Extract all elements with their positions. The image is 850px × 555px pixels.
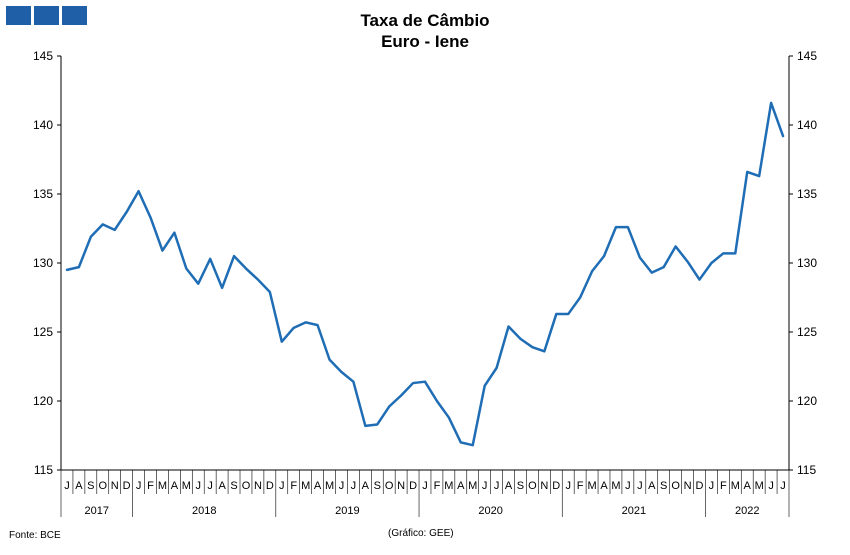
x-tick-label-month: F: [577, 480, 584, 492]
x-tick-label-month: J: [422, 480, 428, 492]
x-tick-label-month: D: [409, 480, 417, 492]
y-tick-label-left: 135: [33, 187, 53, 201]
y-tick-label-right: 145: [797, 49, 817, 63]
x-axis-years: 2017 2018 2019 2020 2021 2022: [60, 494, 790, 517]
y-tick-label-right: 125: [797, 325, 817, 339]
x-tick-label-month: S: [374, 480, 381, 492]
logo-square: [6, 6, 31, 25]
x-tick-label-year: 2019: [335, 505, 359, 517]
series-layer: [65, 101, 785, 447]
x-tick-label-month: J: [279, 480, 285, 492]
x-tick-label-month: S: [660, 480, 667, 492]
chart-title-line1: Taxa de Câmbio: [360, 11, 490, 30]
x-tick-label-month: F: [434, 480, 441, 492]
x-tick-label-month: A: [218, 480, 226, 492]
x-tick-label-month: N: [540, 480, 548, 492]
x-tick-label-month: A: [362, 480, 370, 492]
x-tick-label-year: 2021: [622, 505, 646, 517]
x-tick-label-month: S: [230, 480, 237, 492]
chart-title-line2: Euro - Iene: [381, 32, 469, 51]
x-tick-label-month: O: [242, 480, 251, 492]
x-tick-label-month: J: [780, 480, 786, 492]
x-tick-label-month: A: [314, 480, 322, 492]
x-tick-label-month: M: [468, 480, 477, 492]
x-tick-label-month: J: [339, 480, 345, 492]
x-tick-label-month: A: [744, 480, 752, 492]
x-tick-label-month: J: [351, 480, 357, 492]
x-tick-label-month: J: [768, 480, 774, 492]
y-tick-label-right: 140: [797, 118, 817, 132]
x-tick-label-year: 2022: [735, 505, 759, 517]
x-tick-label-year: 2017: [85, 505, 109, 517]
x-tick-label-month: J: [565, 480, 571, 492]
y-tick-label-right: 135: [797, 187, 817, 201]
y-tick-label-left: 140: [33, 118, 53, 132]
x-tick-label-month: J: [136, 480, 142, 492]
x-tick-label-month: O: [671, 480, 680, 492]
x-tick-label-month: D: [123, 480, 131, 492]
x-tick-label-month: A: [600, 480, 608, 492]
x-tick-label-month: D: [266, 480, 274, 492]
logo-square: [34, 6, 59, 25]
x-tick-label-month: O: [98, 480, 107, 492]
y-tick-label-right: 120: [797, 394, 817, 408]
y-tick-label-left: 120: [33, 394, 53, 408]
x-tick-label-month: N: [397, 480, 405, 492]
right-y-axis: 115 120 125 130 135 140 145: [789, 49, 817, 477]
x-tick-label-month: M: [325, 480, 334, 492]
x-tick-label-month: S: [87, 480, 94, 492]
x-tick-label-month: A: [171, 480, 179, 492]
x-tick-label-year: 2018: [192, 505, 216, 517]
x-tick-label-month: J: [195, 480, 201, 492]
x-tick-label-month: A: [505, 480, 513, 492]
x-tick-label-month: M: [587, 480, 596, 492]
axes: [60, 56, 790, 471]
x-tick-label-month: S: [517, 480, 524, 492]
x-tick-label-month: N: [254, 480, 262, 492]
chart-title: Taxa de Câmbio Euro - Iene: [0, 10, 850, 52]
source-note: Fonte: BCE: [9, 530, 61, 541]
x-tick-label-month: F: [147, 480, 154, 492]
x-tick-label-month: M: [158, 480, 167, 492]
x-tick-label-month: F: [720, 480, 727, 492]
x-tick-label-month: N: [684, 480, 692, 492]
x-tick-label-month: J: [625, 480, 631, 492]
x-tick-label-month: M: [444, 480, 453, 492]
logo: [6, 6, 87, 25]
x-tick-label-month: A: [648, 480, 656, 492]
x-tick-label-month: M: [755, 480, 764, 492]
y-tick-label-left: 130: [33, 256, 53, 270]
x-tick-label-month: O: [385, 480, 394, 492]
y-tick-label-right: 130: [797, 256, 817, 270]
x-tick-label-month: J: [64, 480, 70, 492]
x-tick-label-month: J: [637, 480, 643, 492]
x-tick-label-month: D: [696, 480, 704, 492]
left-y-axis: 115 120 125 130 135 140 145: [33, 49, 61, 477]
x-tick-label-month: M: [731, 480, 740, 492]
x-tick-label-month: A: [457, 480, 465, 492]
x-tick-label-month: J: [207, 480, 213, 492]
logo-square: [62, 6, 87, 25]
y-tick-label-left: 125: [33, 325, 53, 339]
y-tick-label-right: 115: [797, 463, 816, 477]
series-line: [65, 101, 785, 447]
x-tick-label-month: O: [528, 480, 537, 492]
x-tick-label-month: M: [301, 480, 310, 492]
y-tick-label-left: 145: [33, 49, 53, 63]
x-tick-label-month: J: [482, 480, 488, 492]
x-tick-label-month: M: [182, 480, 191, 492]
y-tick-label-left: 115: [34, 463, 53, 477]
x-tick-label-month: F: [290, 480, 297, 492]
x-tick-label-month: J: [709, 480, 715, 492]
credit-note: (Gráfico: GEE): [388, 528, 454, 539]
x-tick-label-year: 2020: [478, 505, 502, 517]
x-tick-label-month: M: [611, 480, 620, 492]
x-tick-label-month: A: [75, 480, 83, 492]
x-tick-label-month: D: [552, 480, 560, 492]
x-tick-label-month: J: [494, 480, 500, 492]
x-tick-label-month: N: [111, 480, 119, 492]
